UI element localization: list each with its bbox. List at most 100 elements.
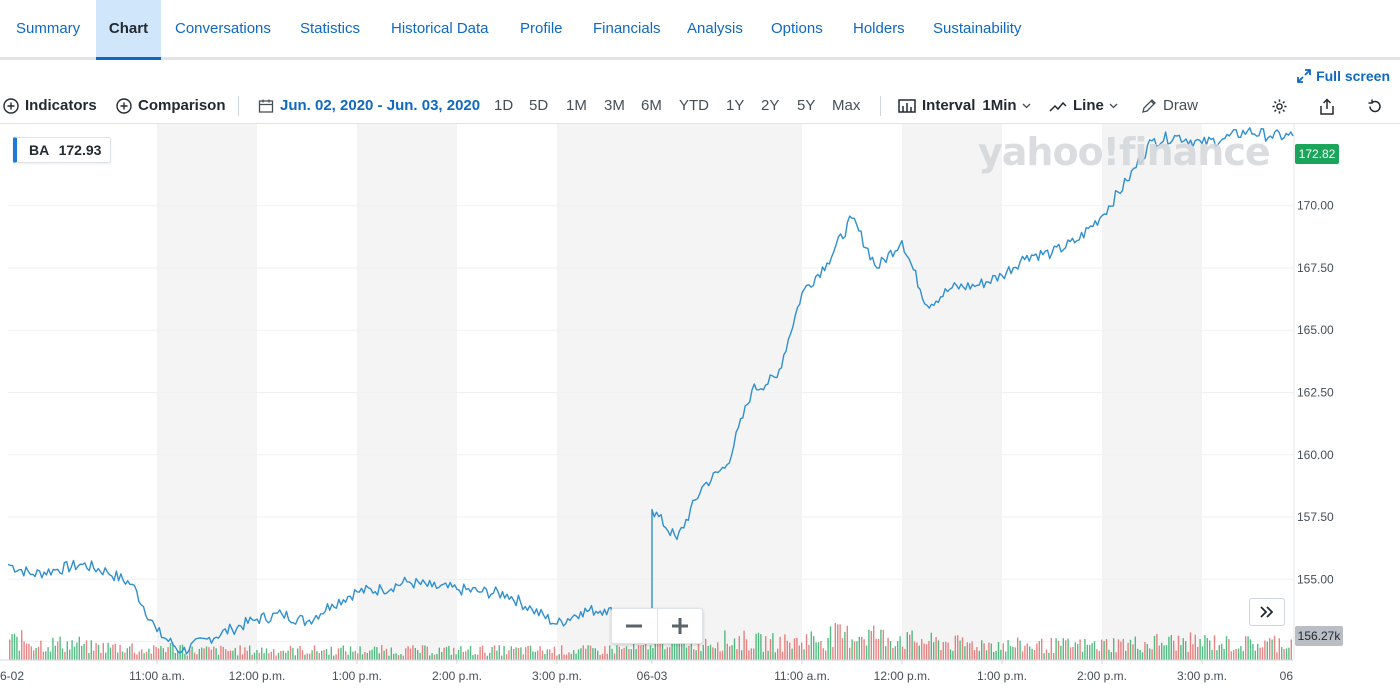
volume-bar [501, 655, 503, 660]
volume-bar [793, 638, 796, 660]
tab-analysis[interactable]: Analysis [687, 20, 743, 37]
volume-bar [837, 624, 839, 660]
volume-bar [935, 637, 937, 660]
volume-bar [522, 654, 524, 660]
volume-bar [481, 645, 484, 660]
volume-bar [765, 636, 767, 660]
range-1m[interactable]: 1M [566, 97, 587, 114]
volume-bar [263, 653, 265, 660]
draw-button[interactable]: Draw [1141, 88, 1198, 124]
price-chart[interactable]: 152.50155.00157.50160.00162.50165.00167.… [0, 124, 1400, 699]
full-screen-button[interactable]: Full screen [1297, 68, 1390, 84]
volume-bar [213, 646, 215, 660]
volume-bar [947, 642, 949, 660]
volume-bar [1153, 635, 1156, 660]
volume-bar [995, 650, 997, 660]
volume-bar [136, 654, 138, 660]
volume-bar [28, 643, 30, 660]
volume-bar [1002, 643, 1004, 660]
range-6m[interactable]: 6M [641, 97, 662, 114]
volume-bar [803, 649, 805, 660]
comparison-button[interactable]: Comparison [116, 88, 226, 124]
volume-bar [1041, 638, 1043, 660]
chart-area[interactable]: 152.50155.00157.50160.00162.50165.00167.… [0, 124, 1400, 699]
volume-bar [371, 649, 373, 660]
volume-bar [340, 647, 342, 660]
volume-bar [858, 636, 860, 660]
volume-bar [892, 648, 894, 660]
volume-bar [949, 649, 952, 660]
volume-bar [1240, 646, 1242, 660]
volume-bar [256, 649, 258, 660]
volume-bar [131, 643, 133, 660]
tab-options[interactable]: Options [771, 20, 823, 37]
range-max[interactable]: Max [832, 97, 861, 114]
volume-bar [253, 652, 256, 660]
volume-bar [133, 652, 136, 660]
quote-nav-tabs: Summary Chart Conversations Statistics H… [0, 0, 1400, 60]
range-ytd[interactable]: YTD [679, 97, 709, 114]
volume-bar [1125, 650, 1127, 660]
volume-bar [733, 638, 736, 660]
volume-bar [611, 648, 613, 660]
range-3m[interactable]: 3M [604, 97, 625, 114]
share-button[interactable] [1320, 88, 1340, 124]
settings-button[interactable] [1271, 88, 1294, 124]
y-axis: 152.50155.00157.50160.00162.50165.00167.… [1293, 124, 1334, 660]
volume-bar [849, 647, 851, 660]
volume-bar [1026, 643, 1028, 660]
volume-bar [769, 639, 772, 660]
volume-bar [616, 645, 618, 660]
volume-bar [647, 649, 649, 660]
volume-bar [201, 647, 203, 660]
volume-bar [21, 630, 23, 660]
volume-bar [513, 649, 515, 660]
volume-bar [750, 648, 752, 660]
volume-bar [551, 652, 553, 660]
tab-financials[interactable]: Financials [593, 20, 661, 37]
volume-bar [587, 645, 589, 660]
volume-bar [121, 651, 124, 660]
tab-conversations[interactable]: Conversations [175, 20, 271, 37]
range-1y[interactable]: 1Y [726, 97, 745, 114]
volume-bar [1103, 641, 1105, 660]
range-2y[interactable]: 2Y [761, 97, 780, 114]
zoom-out-button[interactable] [612, 609, 657, 643]
tab-statistics[interactable]: Statistics [300, 20, 361, 37]
x-tick-label: 12:00 p.m. [229, 669, 286, 683]
interval-dropdown[interactable]: Interval 1Min [898, 88, 1031, 124]
volume-bar [534, 651, 536, 660]
volume-bar [685, 647, 688, 660]
volume-bar [784, 634, 786, 660]
tab-summary[interactable]: Summary [16, 20, 81, 37]
reset-button[interactable] [1367, 88, 1389, 124]
tab-chart[interactable]: Chart [96, 0, 161, 60]
range-1d[interactable]: 1D [494, 97, 514, 114]
volume-bar [1271, 639, 1273, 660]
zoom-in-button[interactable] [656, 609, 702, 643]
scroll-forward-button[interactable] [1249, 598, 1285, 626]
indicators-button[interactable]: Indicators [3, 88, 97, 124]
range-5d[interactable]: 5D [529, 97, 549, 114]
legend-ba[interactable]: BA 172.93 [13, 137, 112, 163]
volume-bar [393, 653, 395, 660]
volume-bar [109, 647, 112, 660]
volume-bar [1062, 638, 1064, 660]
tab-profile[interactable]: Profile [520, 20, 563, 37]
volume-bar [417, 650, 419, 660]
volume-bar [825, 650, 827, 660]
volume-bar [443, 647, 445, 660]
tab-sustainability[interactable]: Sustainability [933, 20, 1022, 37]
chart-type-dropdown[interactable]: Line [1049, 88, 1118, 124]
volume-bar [119, 644, 121, 660]
volume-bar [1245, 636, 1247, 660]
date-range-picker[interactable]: Jun. 02, 2020 - Jun. 03, 2020 [258, 88, 480, 124]
range-5y[interactable]: 5Y [797, 97, 816, 114]
volume-bar [25, 643, 28, 660]
tab-historical-data[interactable]: Historical Data [391, 20, 489, 37]
volume-bar [13, 633, 16, 660]
volume-bar [90, 640, 92, 660]
volume-bar [208, 647, 210, 660]
tab-holders[interactable]: Holders [853, 20, 905, 37]
volume-bar [145, 651, 148, 660]
